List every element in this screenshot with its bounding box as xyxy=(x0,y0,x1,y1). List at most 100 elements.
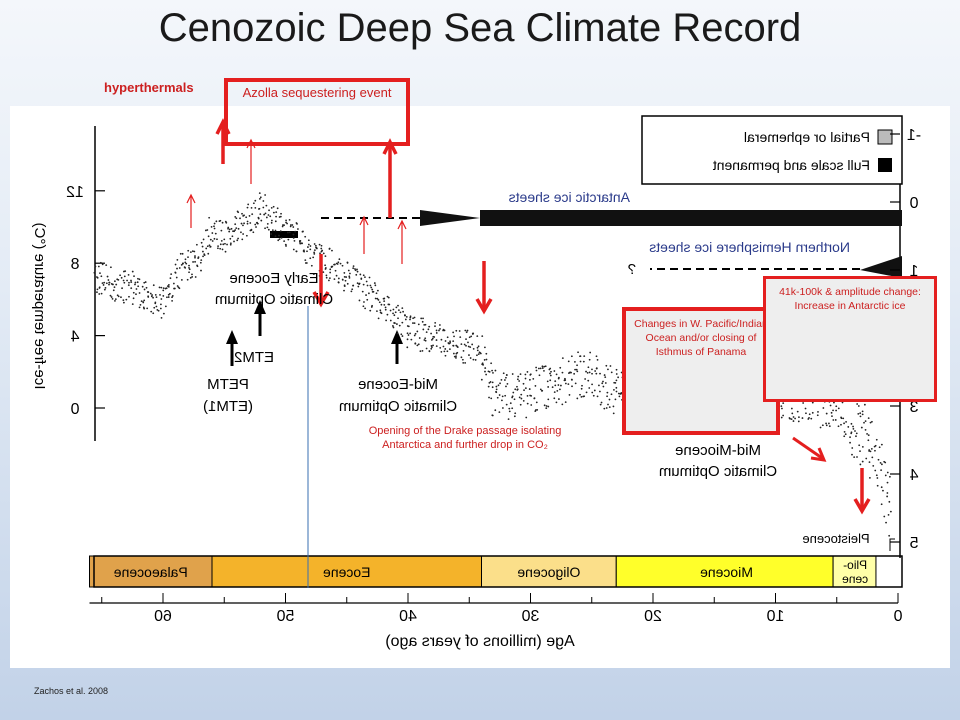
data-point xyxy=(250,206,253,209)
data-point xyxy=(605,364,608,367)
data-point xyxy=(220,229,223,232)
data-point xyxy=(856,456,858,458)
data-point xyxy=(504,379,506,381)
data-point xyxy=(603,374,606,376)
data-point xyxy=(546,380,549,383)
data-point xyxy=(858,444,861,447)
data-point xyxy=(274,229,277,232)
data-point xyxy=(464,329,467,332)
data-point xyxy=(127,273,130,276)
data-point xyxy=(452,331,455,334)
data-point xyxy=(604,376,607,378)
data-point xyxy=(213,237,216,240)
data-point xyxy=(133,275,135,278)
data-point xyxy=(221,221,224,224)
data-point xyxy=(392,326,395,329)
data-point xyxy=(481,335,484,338)
data-point xyxy=(348,277,351,279)
data-point xyxy=(459,336,462,339)
data-point xyxy=(479,352,482,354)
data-point xyxy=(167,285,170,288)
data-point xyxy=(397,304,399,307)
data-point xyxy=(488,396,490,399)
data-point xyxy=(539,388,542,391)
data-point xyxy=(189,251,192,254)
data-point xyxy=(444,348,447,350)
data-point xyxy=(121,287,123,290)
data-point xyxy=(334,263,336,266)
data-point xyxy=(615,386,618,389)
data-point xyxy=(832,419,835,421)
data-point xyxy=(835,405,838,408)
data-point xyxy=(291,224,294,226)
data-point xyxy=(780,416,783,419)
data-point xyxy=(329,271,332,274)
data-point xyxy=(100,275,103,278)
data-point xyxy=(167,284,170,286)
data-point xyxy=(254,206,257,209)
petm-arrowhead xyxy=(226,330,238,344)
petm-label-line1: PETM xyxy=(207,376,249,393)
data-point xyxy=(346,282,349,285)
data-point xyxy=(581,384,583,387)
data-point xyxy=(265,204,268,207)
epoch-label-oligocene: Oligocene xyxy=(517,564,580,580)
data-point xyxy=(160,303,162,306)
data-point xyxy=(363,301,365,303)
data-point xyxy=(283,240,286,243)
data-point xyxy=(447,342,450,344)
data-point xyxy=(361,290,364,293)
data-point xyxy=(233,230,236,233)
data-point xyxy=(226,243,228,246)
data-point xyxy=(458,330,461,332)
data-point xyxy=(535,369,538,372)
data-point xyxy=(334,269,337,272)
citation: Zachos et al. 2008 xyxy=(34,686,109,696)
data-point xyxy=(109,294,112,297)
data-point xyxy=(549,367,552,370)
data-point xyxy=(790,407,793,410)
data-point xyxy=(376,310,378,313)
data-point xyxy=(850,422,853,425)
data-point xyxy=(200,241,203,244)
data-point xyxy=(490,362,493,365)
data-point xyxy=(392,312,394,315)
data-point xyxy=(306,250,308,253)
data-point xyxy=(307,239,310,242)
data-point xyxy=(375,292,378,295)
data-point xyxy=(513,415,516,418)
data-point xyxy=(289,224,292,226)
data-point xyxy=(601,382,604,385)
data-point xyxy=(864,420,867,423)
data-point xyxy=(103,281,106,284)
data-point xyxy=(146,307,149,310)
data-point xyxy=(790,418,793,421)
data-point xyxy=(151,294,153,296)
data-point xyxy=(401,307,404,310)
data-point xyxy=(484,370,486,373)
data-point xyxy=(362,283,365,286)
data-point xyxy=(868,461,871,464)
data-point xyxy=(541,389,544,392)
data-point xyxy=(287,231,289,234)
data-point xyxy=(264,212,267,215)
data-point xyxy=(344,279,347,282)
data-point xyxy=(235,217,238,220)
data-point xyxy=(504,394,507,397)
data-point xyxy=(876,484,879,487)
data-point xyxy=(888,475,891,478)
data-point xyxy=(888,500,891,503)
data-point xyxy=(275,211,278,214)
temp-tick-label: 4 xyxy=(70,329,79,346)
data-point xyxy=(811,401,814,404)
data-point xyxy=(600,401,603,404)
data-point xyxy=(399,311,402,314)
data-point xyxy=(187,256,189,259)
data-point xyxy=(495,390,497,393)
data-point xyxy=(514,412,517,415)
data-point xyxy=(582,360,585,363)
d18o-tick-label: 4 xyxy=(909,467,918,484)
data-point xyxy=(296,222,298,225)
data-point xyxy=(579,360,582,363)
data-point xyxy=(859,463,862,466)
